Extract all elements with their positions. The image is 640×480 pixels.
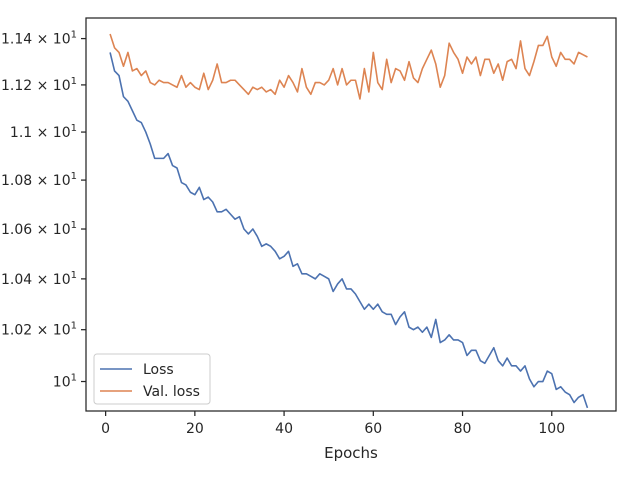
plot-area — [109, 33, 589, 409]
y-tick-label: 101 — [53, 373, 77, 391]
x-tick-label: 40 — [275, 421, 293, 437]
x-axis-label: Epochs — [324, 444, 378, 462]
legend: Loss Val. loss — [93, 353, 211, 405]
y-axis: 101 1.02 × 101 1.04 × 101 1.06 × 101 1.08 × … — [1, 30, 86, 391]
y-tick-label: 1.12 × 101 — [1, 76, 77, 94]
x-tick-label: 80 — [454, 421, 472, 437]
x-tick-label: 100 — [538, 421, 565, 437]
x-tick-label: 20 — [186, 421, 204, 437]
y-tick-label: 1.04 × 101 — [1, 270, 77, 288]
x-axis: 0 20 40 60 80 100 — [101, 411, 565, 437]
series-line-loss — [109, 52, 589, 409]
legend-label: Loss — [143, 362, 174, 378]
y-tick-label: 1.1 × 101 — [10, 123, 77, 141]
plot-frame — [85, 17, 617, 412]
y-tick-label: 1.14 × 101 — [1, 30, 77, 48]
x-tick-label: 0 — [101, 421, 110, 437]
y-tick-label: 1.08 × 101 — [1, 171, 77, 189]
series-line-val-loss — [109, 33, 588, 100]
legend-label: Val. loss — [143, 384, 200, 400]
y-tick-label: 1.06 × 101 — [1, 220, 77, 238]
y-tick-label: 1.02 × 101 — [1, 321, 77, 339]
x-tick-label: 60 — [364, 421, 382, 437]
